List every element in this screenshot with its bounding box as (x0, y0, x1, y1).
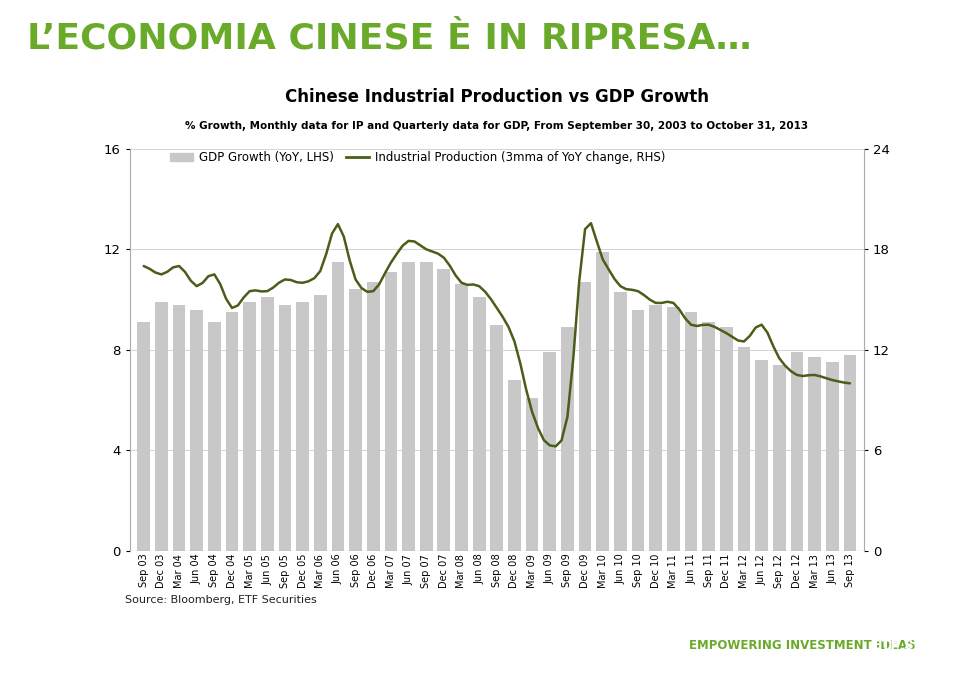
Bar (508, 380, 521, 551)
Bar (596, 251, 609, 551)
Bar (667, 307, 680, 551)
Bar (561, 327, 574, 551)
Bar (173, 305, 185, 551)
Bar (226, 312, 238, 551)
Bar (684, 312, 697, 551)
Text: EMPOWERING INVESTMENT IDEAS: EMPOWERING INVESTMENT IDEAS (689, 639, 916, 652)
Bar (190, 310, 204, 551)
Bar (385, 272, 397, 551)
Bar (420, 262, 433, 551)
Bar (402, 262, 415, 551)
Bar (808, 358, 821, 551)
Bar (297, 302, 309, 551)
Text: % Growth, Monthly data for IP and Quarterly data for GDP, From September 30, 200: % Growth, Monthly data for IP and Quarte… (185, 120, 808, 130)
Text: Source: Bloomberg, ETF Securities: Source: Bloomberg, ETF Securities (125, 595, 317, 605)
Text: L’ECONOMIA CINESE È IN RIPRESA…: L’ECONOMIA CINESE È IN RIPRESA… (27, 22, 752, 56)
Bar (526, 397, 539, 551)
Bar (720, 327, 732, 551)
Bar (243, 302, 256, 551)
Bar (791, 352, 804, 551)
Bar (472, 297, 486, 551)
Bar (756, 360, 768, 551)
Bar (826, 362, 839, 551)
Bar (208, 322, 221, 551)
Text: ETF SECURITIES: ETF SECURITIES (872, 639, 960, 652)
Text: Chinese Industrial Production vs GDP Growth: Chinese Industrial Production vs GDP Gro… (285, 89, 708, 107)
Bar (155, 302, 168, 551)
Bar (367, 282, 379, 551)
Bar (261, 297, 274, 551)
Bar (278, 305, 291, 551)
Bar (632, 310, 644, 551)
Bar (491, 324, 503, 551)
Bar (314, 295, 326, 551)
Bar (543, 352, 556, 551)
Bar (349, 289, 362, 551)
Bar (649, 305, 662, 551)
Bar (614, 292, 627, 551)
Bar (844, 355, 856, 551)
Legend: GDP Growth (YoY, LHS), Industrial Production (3mma of YoY change, RHS): GDP Growth (YoY, LHS), Industrial Produc… (165, 147, 670, 169)
Bar (331, 262, 345, 551)
Bar (455, 285, 468, 551)
Bar (703, 322, 715, 551)
Bar (137, 322, 150, 551)
Bar (773, 365, 785, 551)
Bar (438, 270, 450, 551)
Bar (579, 282, 591, 551)
Bar (737, 347, 751, 551)
